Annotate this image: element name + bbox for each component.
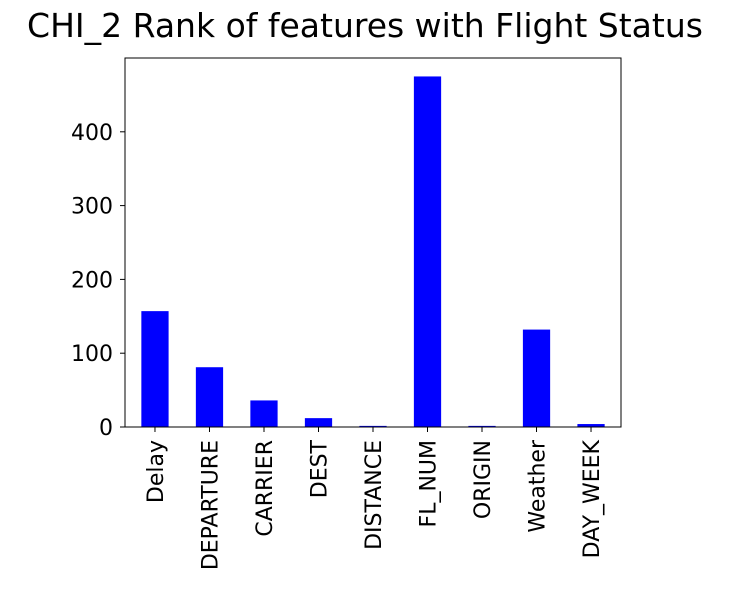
x-tick-label: DISTANCE [362, 440, 387, 550]
x-tick-label: DAY_WEEK [580, 439, 605, 558]
x-tick-label: Delay [144, 440, 169, 503]
y-tick-label: 200 [71, 268, 113, 293]
x-tick-label: CARRIER [253, 440, 278, 537]
bars-layer [141, 76, 605, 427]
y-tick-label: 100 [71, 342, 113, 367]
x-tick-label: DEPARTURE [198, 440, 223, 570]
x-tick-label: FL_NUM [417, 440, 442, 527]
bar-origin [468, 425, 496, 427]
bar-weather [522, 329, 551, 427]
x-tick-label: Weather [526, 439, 551, 533]
bar-day-week [577, 424, 605, 427]
x-axis: Delay DEPARTURE CARRIER DEST DISTANCE FL_NUM O… [144, 427, 605, 570]
y-tick-label: 300 [71, 195, 113, 220]
chart-title: CHI_2 Rank of features with Flight Statu… [27, 6, 703, 45]
x-tick-label: DEST [307, 439, 332, 498]
bar-departure [195, 367, 224, 427]
bar-dest [304, 418, 333, 427]
bar-delay [141, 311, 169, 427]
bar-fl-num [413, 76, 442, 427]
bar-carrier [250, 400, 278, 427]
y-tick-label: 400 [71, 121, 113, 146]
y-axis: 0 100 200 300 400 [71, 121, 125, 441]
y-tick-label: 0 [99, 416, 113, 441]
bar-distance [359, 425, 387, 427]
x-tick-label: ORIGIN [471, 440, 496, 519]
